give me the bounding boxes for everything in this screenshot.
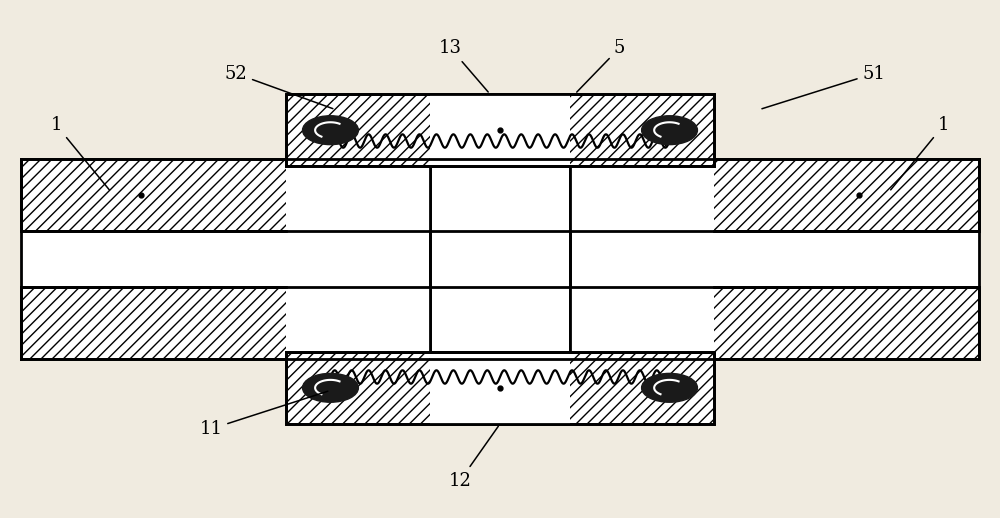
Text: 1: 1 <box>891 116 950 190</box>
Text: 12: 12 <box>449 426 498 490</box>
Bar <box>286 94 714 166</box>
Circle shape <box>642 373 697 402</box>
Bar <box>430 94 570 166</box>
Bar <box>21 159 979 231</box>
Text: 1: 1 <box>50 116 109 190</box>
Circle shape <box>303 116 358 145</box>
Bar <box>286 166 430 231</box>
Text: 5: 5 <box>577 39 625 92</box>
Bar <box>286 287 430 352</box>
Bar <box>286 352 714 424</box>
Bar <box>570 166 714 231</box>
Bar <box>21 287 979 359</box>
Bar <box>430 352 570 424</box>
Bar <box>430 166 570 352</box>
Bar <box>570 287 714 352</box>
Bar <box>21 159 979 231</box>
Text: 51: 51 <box>762 65 885 109</box>
Text: 11: 11 <box>199 391 328 438</box>
Bar <box>286 352 714 424</box>
Circle shape <box>642 116 697 145</box>
Bar <box>21 231 979 287</box>
Bar <box>430 166 570 352</box>
Text: 13: 13 <box>439 39 488 92</box>
Circle shape <box>303 373 358 402</box>
Bar <box>286 94 714 166</box>
Bar <box>21 287 979 359</box>
Text: 52: 52 <box>224 65 333 109</box>
